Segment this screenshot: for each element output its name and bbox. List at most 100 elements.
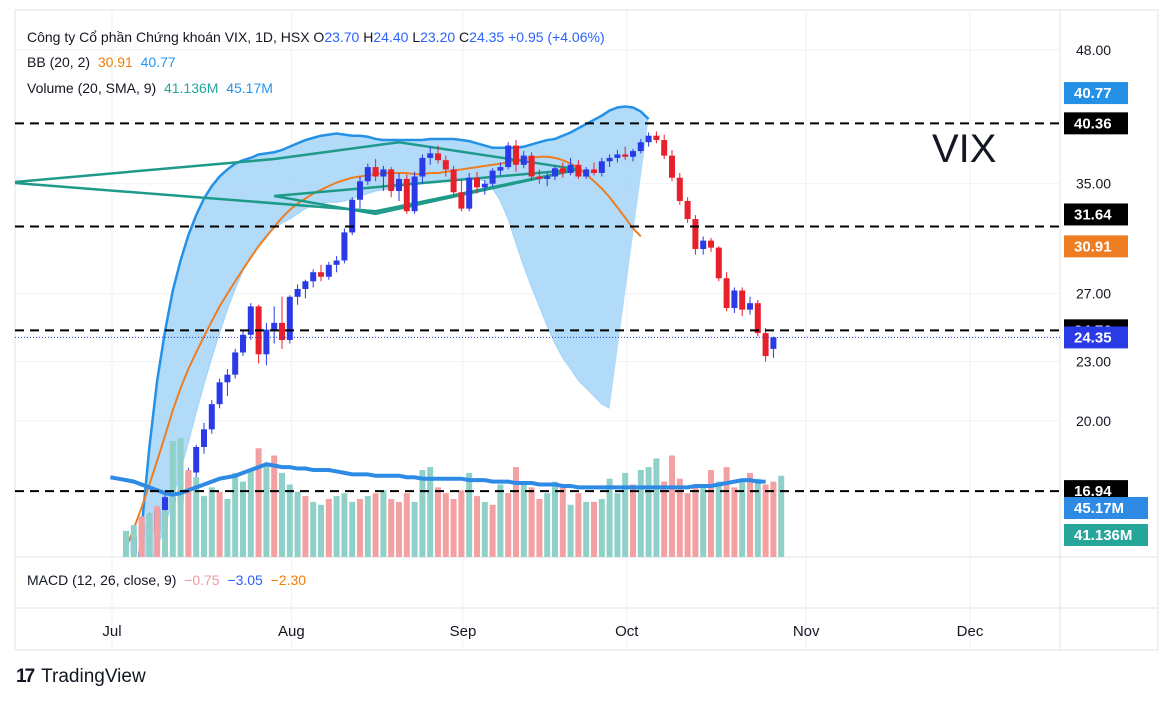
close-label: C [459, 29, 470, 45]
candle [723, 278, 730, 309]
volume-bar [177, 438, 184, 557]
volume-bar [193, 477, 200, 557]
price-label-bg [1064, 235, 1128, 258]
volume-bar [349, 501, 356, 557]
candle [559, 168, 566, 173]
change-value: +0.95 (+4.06%) [508, 29, 605, 45]
triangle-pattern [15, 140, 579, 213]
symbol-legend: Công ty Cổ phần Chứng khoán VIX, 1D, HSX… [27, 29, 605, 45]
volume-bar [232, 472, 239, 557]
candle [294, 288, 301, 297]
volume-bar [715, 481, 722, 557]
volume-label-bg [1064, 524, 1148, 546]
candle [552, 168, 558, 177]
candle [247, 306, 254, 335]
candle [318, 272, 324, 277]
volume-bar [505, 493, 512, 557]
price-label-bg [1064, 82, 1128, 105]
macd-legend[interactable]: MACD (12, 26, close, 9) −0.75 −3.05 −2.3… [27, 572, 306, 588]
volume-bar [575, 493, 582, 557]
volume-bar [224, 499, 231, 557]
volume-bar [513, 467, 519, 557]
volume-bar [411, 501, 418, 557]
volume-bar [333, 496, 340, 557]
volume-bar [552, 481, 558, 557]
candle [302, 281, 309, 289]
open-value: 23.70 [324, 29, 360, 45]
volume-legend[interactable]: Volume (20, SMA, 9) 41.136M 45.17M [27, 80, 273, 96]
bb-lower-line [152, 177, 610, 557]
volume-value: 41.136M [163, 80, 219, 96]
candle [325, 264, 332, 277]
candle [598, 161, 605, 173]
candle [333, 260, 340, 265]
candle [606, 157, 613, 162]
low-label: L [412, 29, 421, 45]
tradingview-brand[interactable]: 17 TradingView [16, 666, 146, 688]
candle [442, 160, 449, 170]
volume-bar [520, 484, 527, 557]
volume-bar [778, 475, 785, 557]
volume-bar [622, 472, 629, 557]
volume-bar [489, 504, 496, 557]
candle [645, 135, 652, 143]
bb-legend[interactable]: BB (20, 2) 30.91 40.77 [27, 54, 176, 70]
volume-bar [396, 501, 402, 557]
volume-bar [138, 516, 145, 557]
candle [754, 303, 761, 334]
volume-bar [325, 499, 332, 557]
candle [279, 322, 285, 341]
candle [450, 169, 457, 193]
volume-bar [747, 472, 753, 557]
price-label: 40.77 [1074, 85, 1112, 102]
volume-bar [427, 467, 434, 557]
candle [372, 167, 379, 177]
volume-bar [676, 478, 683, 557]
candle [747, 303, 753, 310]
volume-bar [201, 496, 207, 557]
candle [380, 169, 387, 177]
candle [271, 322, 278, 330]
volume-bar [536, 499, 543, 557]
volume-bar [497, 484, 504, 557]
volume-bar [208, 487, 215, 557]
y-tick-label: 23.00 [1076, 354, 1111, 370]
candle [708, 240, 714, 248]
candle [419, 157, 426, 177]
volume-label-bg [1064, 497, 1148, 519]
volume-bar [544, 493, 551, 557]
volume-bar [123, 530, 129, 557]
volume-bar [302, 496, 309, 557]
volume-pane [110, 438, 785, 557]
volume-bar [684, 493, 691, 557]
candle [575, 164, 582, 177]
candle [739, 290, 746, 310]
volume-bar [723, 467, 730, 557]
volume-bar [364, 496, 371, 557]
macd-label: MACD (12, 26, close, 9) [27, 572, 177, 588]
price-label-bg [1064, 203, 1128, 226]
candle [700, 240, 707, 250]
volume-bar [247, 470, 254, 557]
volume-bar [271, 455, 278, 557]
bb-upper-value: 40.77 [140, 54, 176, 70]
y-tick-label: 48.00 [1076, 42, 1111, 58]
candle [427, 153, 434, 158]
candle [310, 272, 317, 282]
candle [435, 153, 441, 161]
x-tick-label: Nov [793, 623, 820, 640]
volume-bar [419, 470, 426, 557]
volume-bar [567, 504, 574, 557]
y-tick-label: 20.00 [1076, 413, 1111, 429]
volume-bar [341, 493, 348, 557]
x-tick-label: Oct [615, 623, 639, 640]
volume-bar [318, 504, 324, 557]
price-label-bg [1064, 480, 1128, 503]
candle [458, 192, 465, 209]
volume-bar [739, 481, 746, 557]
candle [341, 232, 348, 261]
candle [567, 164, 574, 173]
volume-bar [450, 499, 457, 557]
volume-bar [357, 499, 363, 557]
